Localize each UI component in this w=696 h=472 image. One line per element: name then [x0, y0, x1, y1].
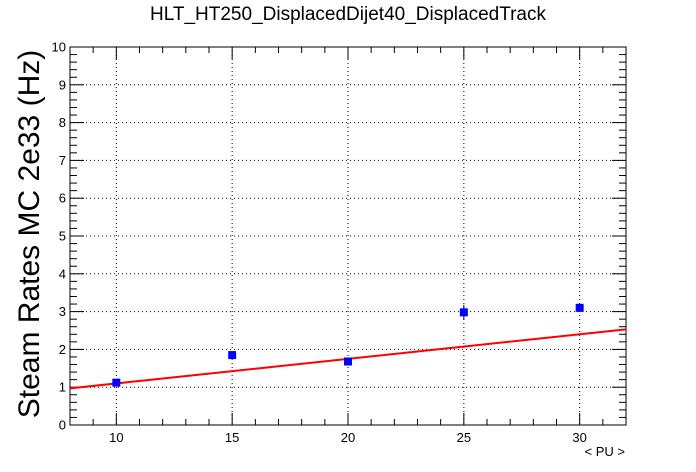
- x-tick-label: 20: [341, 430, 355, 445]
- x-tick-label: 15: [225, 430, 239, 445]
- y-tick-label: 4: [59, 266, 66, 281]
- y-tick-label: 10: [52, 40, 66, 55]
- data-point: [575, 303, 584, 312]
- y-tick-label: 8: [59, 115, 66, 130]
- y-tick-label: 3: [59, 304, 66, 319]
- y-tick-label: 0: [59, 418, 66, 433]
- grid-lines: [70, 47, 626, 425]
- x-tick-label: 25: [457, 430, 471, 445]
- y-tick-label: 1: [59, 380, 66, 395]
- data-points: [112, 303, 584, 387]
- data-point: [344, 357, 352, 366]
- axis-ticks: 10 15 20 25 30 0 1 2 3 4 5 6 7 8 9 10: [52, 40, 627, 445]
- y-tick-label: 5: [59, 229, 66, 244]
- x-axis-label: < PU >: [584, 444, 625, 459]
- y-tick-label: 6: [59, 191, 66, 206]
- x-tick-label: 30: [572, 430, 586, 445]
- data-point: [228, 351, 237, 360]
- y-tick-label: 2: [59, 342, 66, 357]
- y-tick-label: 7: [59, 153, 66, 168]
- data-point: [112, 378, 121, 387]
- chart-title: HLT_HT250_DisplacedDijet40_DisplacedTrac…: [149, 4, 546, 25]
- y-tick-label: 9: [59, 77, 66, 92]
- x-tick-label: 10: [109, 430, 123, 445]
- data-point: [459, 308, 468, 317]
